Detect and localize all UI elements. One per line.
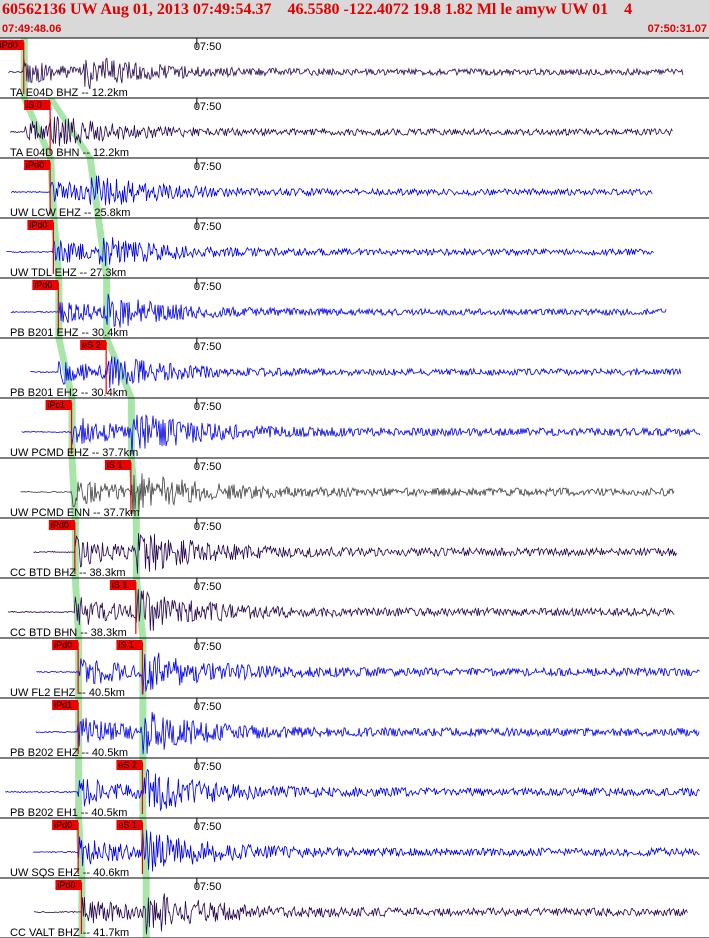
waveform-trace [20, 473, 675, 514]
pick-label: iS 1 [112, 580, 128, 590]
pick-flag [116, 760, 143, 770]
pick-flag [104, 460, 131, 470]
station-label: CC BTD BHZ -- 38.3km [10, 567, 126, 579]
pick-label: eS 1 [118, 820, 137, 830]
pick-flag [52, 700, 79, 710]
station-label: UW PCMD EHZ -- 37.7km [10, 447, 138, 459]
s-phase-band [86, 158, 102, 218]
pick-flag [52, 640, 79, 650]
s-phase-band [103, 278, 111, 338]
pick-flag [27, 220, 54, 230]
waveform-trace [21, 413, 701, 455]
pick-label: iS 0 [26, 100, 42, 110]
pick-flag [55, 880, 82, 890]
pick-label: eS 2 [118, 760, 137, 770]
waveform-trace [6, 237, 654, 267]
station-label: UW FL2 EHZ -- 40.5km [10, 687, 125, 699]
minute-tick-label: 07:50 [194, 161, 222, 173]
pick-label: iPd0 [29, 220, 47, 230]
waveform-trace [30, 356, 682, 389]
pick-flag [116, 820, 143, 830]
s-phase-band [139, 698, 147, 758]
waveform-trace [34, 893, 688, 935]
minute-tick-label: 07:50 [194, 881, 222, 893]
pick-label: eS 2 [82, 340, 101, 350]
p-phase-band [68, 458, 79, 518]
waveform-trace [5, 768, 700, 812]
waveform-trace [33, 828, 700, 872]
pick-label: iS 1 [107, 460, 123, 470]
minute-tick-label: 07:50 [194, 821, 222, 833]
minute-tick-label: 07:50 [194, 341, 222, 353]
waveform-trace [10, 116, 673, 147]
pick-label: iPd0 [34, 280, 52, 290]
s-phase-band [127, 398, 135, 458]
waveform-trace [7, 588, 675, 631]
pick-label: iS 1 [118, 640, 134, 650]
waveform-trace [10, 293, 667, 328]
pick-label: iPd0 [54, 820, 72, 830]
minute-tick-label: 07:50 [194, 641, 222, 653]
s-phase-band [142, 878, 150, 938]
station-label: UW SQS EHZ -- 40.6km [10, 867, 129, 879]
pick-label: iPd0 [57, 880, 75, 890]
minute-tick-label: 07:50 [194, 41, 222, 53]
minute-tick-label: 07:50 [194, 521, 222, 533]
station-label: UW LCW EHZ -- 25.8km [10, 207, 130, 219]
minute-tick-label: 07:50 [194, 761, 222, 773]
minute-tick-label: 07:50 [194, 101, 222, 113]
pick-flag [48, 520, 75, 530]
s-phase-band [47, 98, 94, 158]
pick-label: iPc1 [48, 400, 66, 410]
station-label: CC VALT BHZ -- 41.7km [10, 927, 129, 938]
station-label: CC BTD BHN -- 38.3km [10, 627, 127, 639]
pick-flag [0, 40, 24, 50]
pick-label: iPd0 [54, 640, 72, 650]
pick-flag [80, 340, 107, 350]
waveform-trace [35, 711, 700, 755]
event-title: 60562136 UW Aug 01, 2013 07:49:54.37 46.… [2, 1, 633, 18]
station-label: PB B202 EH1 -- 40.5km [10, 807, 127, 819]
pick-flag [32, 280, 59, 290]
station-label: UW TDL EHZ -- 27.3km [10, 267, 126, 279]
pick-flag [52, 820, 79, 830]
minute-tick-label: 07:50 [194, 461, 222, 473]
waveform-trace [36, 652, 700, 695]
station-label: TA E04D BHN -- 12.2km [10, 147, 129, 159]
pick-label: iPd0 [26, 160, 44, 170]
station-label: PB B201 EHZ -- 30.4km [10, 327, 128, 339]
pick-flag [116, 640, 143, 650]
p-phase-band [20, 98, 55, 158]
waveform-trace [33, 532, 677, 574]
minute-tick-label: 07:50 [194, 401, 222, 413]
waveform-trace [11, 175, 653, 206]
pick-label: iPd0 [51, 520, 69, 530]
station-label: TA E04D BHZ -- 12.2km [10, 87, 128, 99]
minute-tick-label: 07:50 [194, 581, 222, 593]
header-bar: 60562136 UW Aug 01, 2013 07:49:54.37 46.… [0, 0, 709, 38]
station-label: PB B202 EHZ -- 40.5km [10, 747, 128, 759]
s-phase-band [132, 518, 140, 578]
s-phase-band [94, 218, 111, 278]
window-start-time: 07:49:48.06 [2, 23, 62, 35]
waveform-trace [8, 57, 684, 90]
station-label: PB B201 EH2 -- 30.4km [10, 387, 127, 399]
minute-tick-label: 07:50 [194, 701, 222, 713]
window-end-time: 07:50:31.07 [647, 23, 707, 35]
pick-label: iPd0 [0, 40, 18, 50]
pick-flag [24, 160, 51, 170]
pick-flag [109, 580, 136, 590]
minute-tick-label: 07:50 [194, 221, 222, 233]
pick-label: iPd1 [54, 700, 72, 710]
station-label: UW PCMD ENN -- 37.7km [10, 507, 140, 519]
minute-tick-label: 07:50 [194, 281, 222, 293]
pick-flag [45, 400, 72, 410]
pick-flag [24, 100, 51, 110]
